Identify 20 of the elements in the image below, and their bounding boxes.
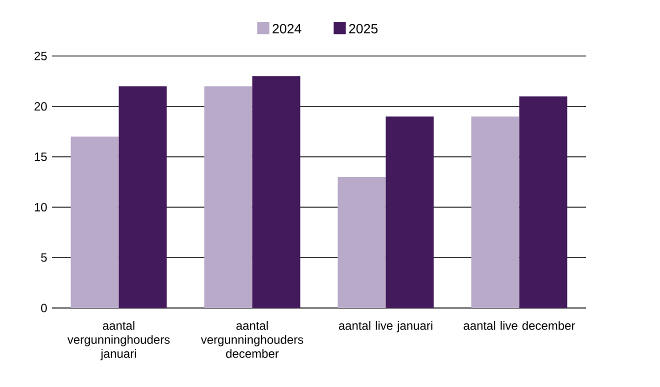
x-tick-label: aantal vergunninghouders december	[200, 321, 304, 358]
bar	[70, 136, 119, 308]
x-tick-label: aantal vergunninghouders januari	[67, 321, 170, 360]
bar	[519, 96, 568, 308]
y-tick-label: 5	[41, 253, 47, 262]
bar	[252, 76, 300, 308]
y-tick-label: 10	[34, 202, 47, 212]
legend-label: 2025	[349, 24, 378, 34]
bar	[386, 116, 434, 308]
bar	[204, 86, 252, 308]
bar	[118, 86, 167, 308]
y-tick-label: 0	[41, 304, 47, 312]
bar	[338, 176, 386, 308]
y-tick-label: 25	[34, 52, 47, 60]
y-tick-label: 20	[34, 102, 47, 111]
x-tick-label: aantal live december	[464, 321, 576, 330]
bar	[471, 116, 520, 308]
legend-label: 2024	[272, 24, 302, 34]
x-tick-label: aantal live januari	[338, 321, 432, 332]
y-tick-label: 15	[34, 152, 47, 161]
